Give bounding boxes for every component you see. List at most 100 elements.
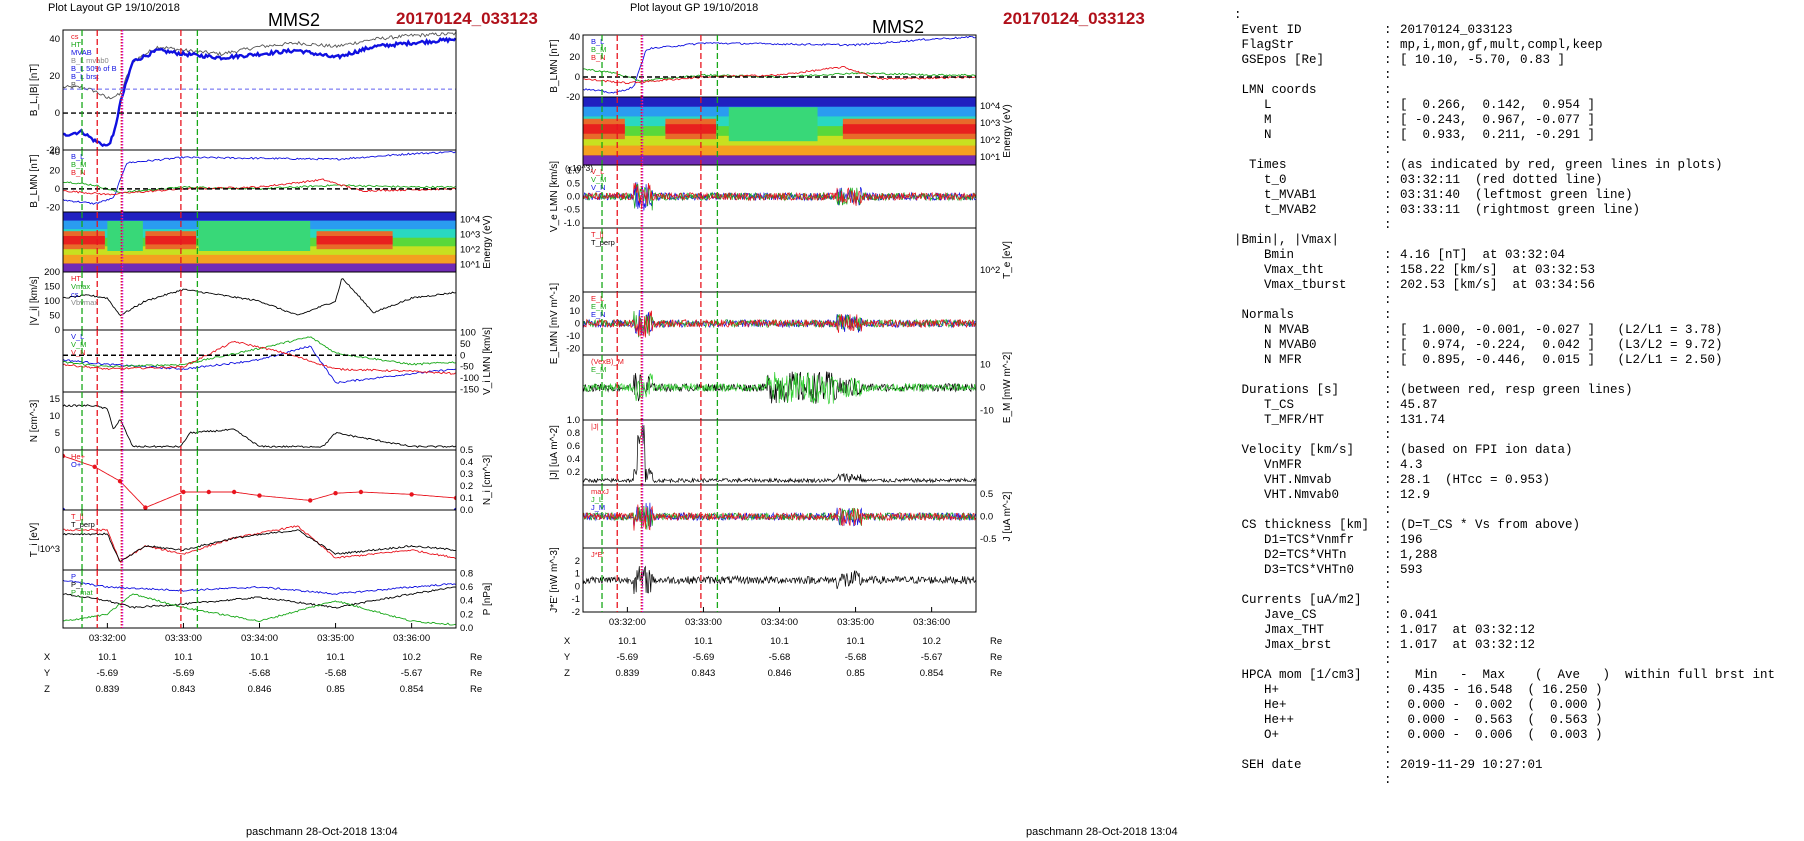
info-row: : xyxy=(1234,773,1800,788)
position-row-label: X xyxy=(564,636,571,647)
spectrogram-hot-core xyxy=(145,236,197,245)
info-row: M: [ -0.243, 0.967, -0.077 ] xyxy=(1234,113,1800,128)
x-tick-label: 03:32:00 xyxy=(609,617,646,628)
info-colon: : xyxy=(1384,758,1392,772)
info-key: CS thickness [km] xyxy=(1234,518,1370,532)
position-unit: Re xyxy=(990,636,1002,647)
legend-entry: HT xyxy=(71,40,81,49)
info-key: t_MVAB2 xyxy=(1234,203,1317,217)
y-tick-label: -10 xyxy=(566,331,580,342)
legend-entry: T_|| xyxy=(591,230,604,239)
panel-content xyxy=(583,425,976,484)
panel-content xyxy=(63,525,456,564)
info-value: 4.16 [nT] at 03:32:04 xyxy=(1400,248,1566,262)
y-tick-label: -2 xyxy=(572,607,580,618)
info-row: Times: (as indicated by red, green lines … xyxy=(1234,158,1800,173)
burst-trace xyxy=(583,425,976,484)
y-tick-label: 0.4 xyxy=(460,457,473,468)
info-colon: : xyxy=(1384,473,1392,487)
info-value: [ 0.974, -0.224, 0.042 ] (L3/L2 = 9.72) xyxy=(1400,338,1723,352)
position-value: 10.1 xyxy=(694,636,713,647)
position-value: -5.68 xyxy=(249,668,271,679)
info-value: 2019-11-29 10:27:01 xyxy=(1400,758,1543,772)
spectrogram-cool-region xyxy=(728,107,818,142)
series-Pi-line xyxy=(63,586,456,609)
info-colon: : xyxy=(1384,578,1392,592)
info-key: T_CS xyxy=(1234,398,1295,412)
legend-entry: O+ xyxy=(71,460,82,469)
y-tick-label: 20 xyxy=(569,293,580,304)
legend-entry: E_L xyxy=(591,294,604,303)
legend-entry: B_L mvab0 xyxy=(71,56,109,65)
y-tick-label: 15 xyxy=(49,394,60,405)
info-row: VnMFR:4.3 xyxy=(1234,458,1800,473)
info-key: Times xyxy=(1234,158,1287,172)
info-value: [ 10.10, -5.70, 0.83 ] xyxy=(1400,53,1566,67)
series-BN-line xyxy=(63,178,456,196)
y-tick-label: 0 xyxy=(55,325,60,336)
left-footer-signature: paschmann 28-Oct-2018 13:04 xyxy=(246,826,398,838)
y-tick-label: 0.6 xyxy=(567,441,580,452)
position-value: 10.1 xyxy=(174,652,193,663)
y-axis-label: J [uA m^-2] xyxy=(1002,491,1013,541)
series-point xyxy=(231,489,237,495)
event-info-panel: : Event ID:20170124_033123 FlagStr: mp,i,… xyxy=(1234,8,1800,798)
info-key: Jmax_THT xyxy=(1234,623,1325,637)
legend-entry: HT xyxy=(71,274,81,283)
spectrogram-low-energy-band xyxy=(63,263,456,272)
info-row: Bmin:4.16 [nT] at 03:32:04 xyxy=(1234,248,1800,263)
info-value: 4.3 xyxy=(1400,458,1423,472)
y-axis-multiplier: (x10^3) xyxy=(565,163,593,173)
series-VM-line xyxy=(63,336,456,368)
y-tick-label: 0 xyxy=(575,581,580,592)
position-value: 10.2 xyxy=(922,636,941,647)
x-tick-label: 03:35:00 xyxy=(317,633,354,644)
series-Tperp-line xyxy=(63,529,456,562)
info-key: L xyxy=(1234,98,1272,112)
y-tick-label: 1.0 xyxy=(567,165,580,176)
series-point xyxy=(453,495,456,501)
info-row: N MVAB: [ 1.000, -0.001, -0.027 ] (L2/L1 … xyxy=(1234,323,1800,338)
series-Vi-line xyxy=(63,278,456,317)
info-value: 1.017 at 03:32:12 xyxy=(1400,638,1536,652)
info-colon: : xyxy=(1384,53,1392,67)
info-value: 03:33:11 (rightmost green line) xyxy=(1400,203,1641,217)
info-colon: : xyxy=(1384,293,1392,307)
y-axis-label: B_L,|B| [nT] xyxy=(29,64,40,117)
info-colon: : xyxy=(1384,143,1392,157)
info-row: D2=TCS*VHTn:1,288 xyxy=(1234,548,1800,563)
y-tick-label: 0.5 xyxy=(567,178,580,189)
info-value: [ 0.266, 0.142, 0.954 ] xyxy=(1400,98,1596,112)
y-tick-label: 0 xyxy=(575,72,580,83)
left-spacecraft-title: MMS2 xyxy=(268,10,321,30)
info-colon: : xyxy=(1384,443,1392,457)
spectrogram-cool-region xyxy=(107,221,143,251)
series-BN-line xyxy=(583,65,976,85)
position-unit: Re xyxy=(990,668,1002,679)
panel-R9: 2 10 -1 -2 J*E' [nW m^-3] J*E' xyxy=(549,547,977,618)
right-spacecraft-title: MMS2 xyxy=(872,17,925,37)
y-tick-label: 0.8 xyxy=(567,428,580,439)
y-axis-label: B_LMN [nT] xyxy=(29,154,40,208)
info-key: Vmax_tht xyxy=(1234,263,1325,277)
info-row: : xyxy=(1234,293,1800,308)
y-tick-label: 10^3 xyxy=(460,230,480,241)
x-tick-label: 03:34:00 xyxy=(241,633,278,644)
x-tick-label: 03:33:00 xyxy=(165,633,202,644)
info-value: Min - Max ( Ave ) within full brst int xyxy=(1400,668,1776,682)
info-row: : xyxy=(1234,68,1800,83)
y-tick-label: 10 xyxy=(980,359,991,370)
legend-entry: V_N xyxy=(71,348,86,357)
info-key: Event ID xyxy=(1234,23,1302,37)
y-tick-label: 0 xyxy=(575,319,580,330)
right-event-title: 20170124_033123 xyxy=(1003,9,1145,28)
y-axis-label: E_LMN [mV m^-1] xyxy=(549,283,560,365)
info-key: He+ xyxy=(1234,698,1287,712)
y-tick-label: 0.0 xyxy=(460,623,473,634)
panel-content xyxy=(63,404,456,449)
position-value: 0.854 xyxy=(400,684,424,695)
info-value: 45.87 xyxy=(1400,398,1438,412)
info-colon: : xyxy=(1384,353,1392,367)
info-row: GSEpos [Re]: [ 10.10, -5.70, 0.83 ] xyxy=(1234,53,1800,68)
